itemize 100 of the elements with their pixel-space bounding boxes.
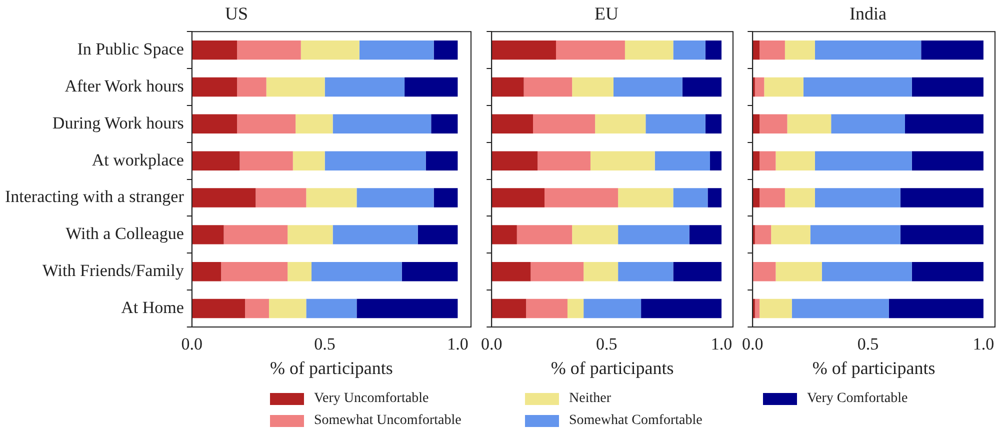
bar: [516, 225, 572, 244]
x-tick-label: 0.0: [742, 334, 764, 354]
bar: [572, 225, 618, 244]
bar: [192, 77, 238, 97]
bar: [237, 40, 301, 60]
bar: [404, 77, 458, 97]
bar: [324, 151, 426, 170]
y-tick-label: After Work hours: [64, 76, 184, 96]
bar: [752, 262, 776, 282]
bar: [752, 114, 760, 134]
bar: [300, 40, 360, 60]
bar: [359, 40, 434, 60]
bar: [492, 77, 524, 97]
bar: [192, 298, 246, 318]
bar: [256, 188, 306, 208]
bar: [822, 262, 912, 282]
bar: [572, 77, 614, 97]
bar: [324, 77, 405, 97]
bar: [618, 262, 674, 282]
bar: [431, 114, 458, 134]
x-tick-label: 0.5: [314, 334, 336, 354]
bar: [292, 151, 325, 170]
bar: [760, 114, 788, 134]
bar: [492, 298, 526, 318]
bar: [673, 188, 708, 208]
bar: [784, 40, 815, 60]
y-tick-label: With Friends/Family: [42, 261, 184, 280]
bar: [705, 40, 722, 60]
bar: [760, 188, 785, 208]
bar: [266, 77, 325, 97]
x-tick-label: 1.0: [972, 334, 994, 354]
legend-label: Very Comfortable: [807, 391, 908, 407]
bar: [237, 77, 266, 97]
bar: [221, 262, 288, 282]
bar: [803, 77, 912, 97]
bar: [192, 40, 238, 60]
bar: [268, 298, 306, 318]
bar: [312, 262, 402, 282]
bar: [814, 151, 912, 170]
legend-label: Somewhat Comfortable: [569, 413, 702, 429]
x-tick-label: 0.0: [481, 334, 502, 354]
bar: [556, 40, 625, 60]
bar: [192, 262, 222, 282]
bar: [332, 225, 418, 244]
bar: [224, 225, 288, 244]
bar: [760, 298, 792, 318]
bar: [752, 151, 760, 170]
bar: [900, 225, 984, 244]
bar: [912, 151, 984, 170]
bar: [792, 298, 889, 318]
bar: [654, 151, 710, 170]
bar: [754, 77, 764, 97]
bar: [810, 225, 900, 244]
bar: [492, 262, 531, 282]
bar: [492, 151, 538, 170]
bar: [306, 188, 357, 208]
bar: [673, 40, 706, 60]
bar: [673, 262, 722, 282]
bar: [754, 298, 760, 318]
bar: [434, 188, 458, 208]
x-tick-label: 1.0: [710, 334, 732, 354]
bar: [492, 188, 544, 208]
chart-title: US: [224, 4, 248, 24]
bar: [526, 298, 568, 318]
legend-label: Neither: [569, 391, 611, 407]
bar: [584, 298, 642, 318]
bar: [641, 298, 722, 318]
y-tick-label: In Public Space: [77, 40, 184, 59]
bar: [708, 188, 722, 208]
bar: [784, 188, 815, 208]
bar: [544, 188, 618, 208]
bar: [595, 114, 646, 134]
bar: [306, 298, 357, 318]
bar: [904, 114, 984, 134]
bar: [192, 151, 240, 170]
bar: [912, 262, 984, 282]
y-tick-label: At Home: [121, 298, 184, 318]
x-axis-title: % of participants: [270, 358, 393, 378]
bar: [760, 151, 776, 170]
bar: [814, 188, 900, 208]
bar: [356, 298, 458, 318]
chart-title: EU: [594, 4, 618, 24]
bar: [921, 40, 984, 60]
legend-label: Very Uncomfortable: [314, 391, 429, 407]
x-axis-title: % of participants: [550, 358, 674, 378]
x-tick-label: 1.0: [447, 334, 468, 354]
bar: [814, 40, 922, 60]
bar: [752, 188, 760, 208]
bar: [240, 151, 293, 170]
bar: [492, 114, 534, 134]
chart-title: India: [850, 4, 887, 24]
bar: [771, 225, 810, 244]
bar: [288, 262, 312, 282]
bar: [356, 188, 434, 208]
x-tick-label: 0.0: [181, 334, 203, 354]
bar: [754, 225, 772, 244]
bar: [705, 114, 722, 134]
bar: [912, 77, 984, 97]
bar: [192, 114, 238, 134]
bar: [776, 262, 822, 282]
